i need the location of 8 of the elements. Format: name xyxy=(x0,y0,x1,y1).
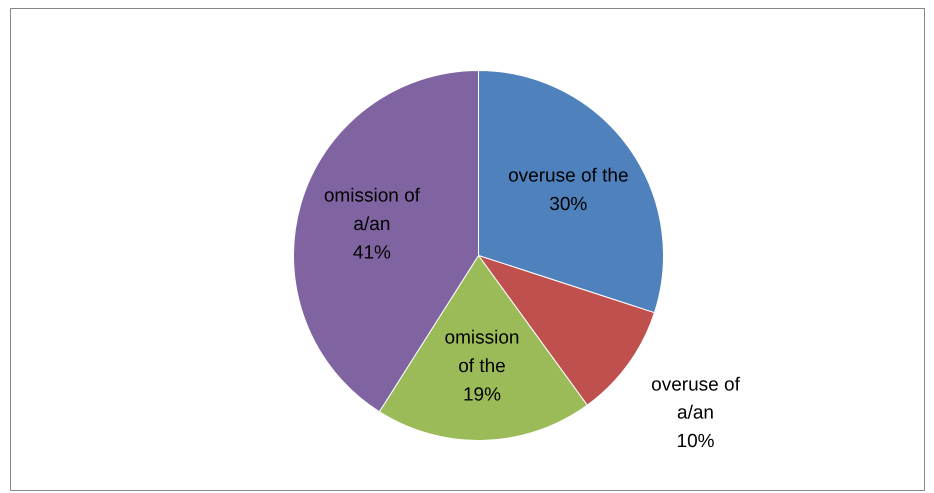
data-label: 19% xyxy=(462,384,502,406)
data-label: 30% xyxy=(549,194,588,215)
slice-label: overuse of the xyxy=(508,166,629,187)
slice-label: omission of a/an xyxy=(324,186,421,236)
slice-label: omission of the xyxy=(444,328,520,377)
data-label: 10% xyxy=(676,431,715,452)
slice-label: overuse of a/an xyxy=(651,374,741,424)
data-label: 41% xyxy=(352,242,392,264)
